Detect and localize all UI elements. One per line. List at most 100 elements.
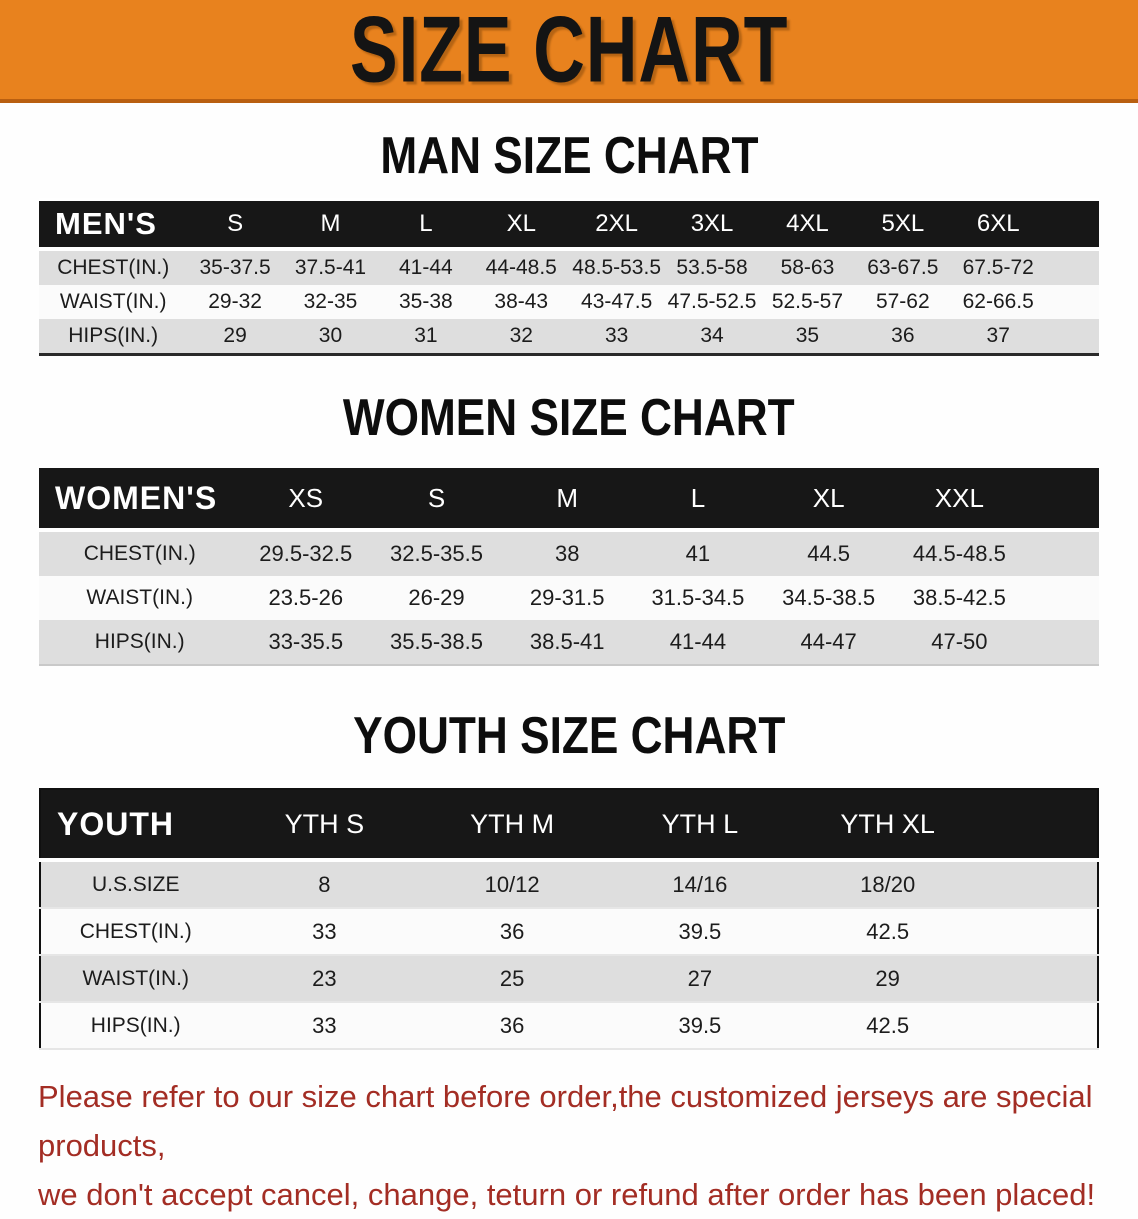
column-header: L [378,198,474,251]
row-filler [981,1002,1098,1049]
size-cell: 38.5-41 [501,620,633,666]
column-header: YTH XL [793,789,982,862]
size-cell: 38.5-42.5 [894,576,1025,620]
size-cell: 41-44 [632,620,764,666]
table-row: CHEST(IN.) 35-37.5 37.5-41 41-44 44-48.5 48.5… [39,249,1099,285]
disclaimer-line-2: we don't accept cancel, change, teturn o… [38,1177,1096,1212]
youth-size-heading: YOUTH SIZE CHART [352,707,786,765]
column-header: YTH L [606,789,794,862]
size-cell: 35-37.5 [187,249,283,285]
table-row: U.S.SIZE 8 10/12 14/16 18/20 [40,860,1098,908]
size-cell: 35-38 [378,285,474,319]
size-cell: 26-29 [371,576,502,620]
row-label: WAIST(IN.) [40,955,231,1002]
size-cell: 44-47 [763,620,894,666]
size-cell: 38-43 [473,285,569,319]
size-cell: 38 [501,530,633,576]
size-cell: 42.5 [793,908,982,955]
row-label: CHEST(IN.) [39,249,188,285]
row-label: WAIST(IN.) [39,576,241,620]
column-header: M [501,468,633,532]
size-cell: 35 [759,319,856,356]
row-label: CHEST(IN.) [40,908,231,955]
row-filler [981,955,1098,1002]
youth-size-table: YOUTH YTH S YTH M YTH L YTH XL U.S.SIZE 8 10/12… [39,788,1099,1050]
women-size-heading: WOMEN SIZE CHART [343,389,795,447]
header-filler [1024,468,1099,532]
size-cell: 36 [418,1002,606,1049]
column-header: S [187,198,283,251]
size-cell: 14/16 [606,860,794,908]
column-header: L [632,468,764,532]
column-header: 6XL [950,198,1046,251]
women-size-section: WOMEN SIZE CHART WOMEN'S XS S M L XL XXL CHEST(… [0,356,1138,666]
table-header-row: WOMEN'S XS S M L XL XXL [39,468,1099,532]
header-filler [981,789,1098,862]
man-size-heading: MAN SIZE CHART [379,127,759,185]
table-header-label: MEN'S [39,198,188,251]
size-cell: 33-35.5 [240,620,372,666]
table-row: CHEST(IN.) 29.5-32.5 32.5-35.5 38 41 44.5 44.5… [39,530,1099,576]
table-row: HIPS(IN.) 33-35.5 35.5-38.5 38.5-41 41-44 44-… [39,620,1099,666]
size-cell: 47.5-52.5 [664,285,760,319]
table-row: WAIST(IN.) 23 25 27 29 [40,955,1098,1002]
size-cell: 8 [230,860,419,908]
size-cell: 32.5-35.5 [371,530,502,576]
size-cell: 53.5-58 [664,249,760,285]
size-chart-banner: SIZE CHART [0,0,1138,103]
size-cell: 29-32 [187,285,283,319]
column-header: S [371,468,502,532]
column-header: 4XL [759,198,856,251]
column-header: 3XL [664,198,760,251]
size-cell: 47-50 [894,620,1025,666]
size-cell: 62-66.5 [950,285,1046,319]
disclaimer-line-1: Please refer to our size chart before or… [38,1079,1093,1163]
column-header: XS [240,468,372,532]
size-cell: 36 [855,319,951,356]
size-cell: 29 [187,319,283,356]
table-row: HIPS(IN.) 29 30 31 32 33 34 35 36 37 [39,319,1099,356]
size-cell: 29.5-32.5 [240,530,372,576]
size-cell: 67.5-72 [950,249,1046,285]
size-cell: 29-31.5 [501,576,633,620]
row-label: CHEST(IN.) [39,530,241,576]
women-size-table: WOMEN'S XS S M L XL XXL CHEST(IN.) 29.5-32.5 32.5… [39,468,1099,666]
row-filler [1024,620,1099,666]
row-label: HIPS(IN.) [39,620,241,666]
size-cell: 37.5-41 [282,249,379,285]
size-cell: 41-44 [378,249,474,285]
row-filler [1024,530,1099,576]
size-cell: 37 [950,319,1046,356]
size-cell: 10/12 [418,860,606,908]
column-header: 2XL [568,198,665,251]
row-filler [981,908,1098,955]
header-filler [1045,198,1099,251]
size-cell: 44.5-48.5 [894,530,1025,576]
size-cell: 63-67.5 [855,249,951,285]
size-cell: 33 [568,319,665,356]
size-cell: 42.5 [793,1002,982,1049]
column-header: XL [473,198,569,251]
size-cell: 43-47.5 [568,285,665,319]
size-cell: 18/20 [793,860,982,908]
row-label: WAIST(IN.) [39,285,188,319]
size-cell: 41 [632,530,764,576]
table-header-row: YOUTH YTH S YTH M YTH L YTH XL [40,789,1098,862]
table-row: HIPS(IN.) 33 36 39.5 42.5 [40,1002,1098,1049]
size-cell: 39.5 [606,908,794,955]
row-filler [1045,285,1099,319]
table-row: WAIST(IN.) 23.5-26 26-29 29-31.5 31.5-34.5 34… [39,576,1099,620]
row-label: HIPS(IN.) [40,1002,231,1049]
column-header: XL [763,468,894,532]
size-cell: 52.5-57 [759,285,856,319]
column-header: YTH S [230,789,419,862]
size-cell: 33 [230,908,419,955]
size-cell: 32 [473,319,569,356]
row-filler [1045,249,1099,285]
size-cell: 27 [606,955,794,1002]
size-cell: 31.5-34.5 [632,576,764,620]
row-label: HIPS(IN.) [39,319,188,356]
size-cell: 36 [418,908,606,955]
size-cell: 39.5 [606,1002,794,1049]
youth-size-section: YOUTH SIZE CHART YOUTH YTH S YTH M YTH L YTH… [0,666,1138,1050]
